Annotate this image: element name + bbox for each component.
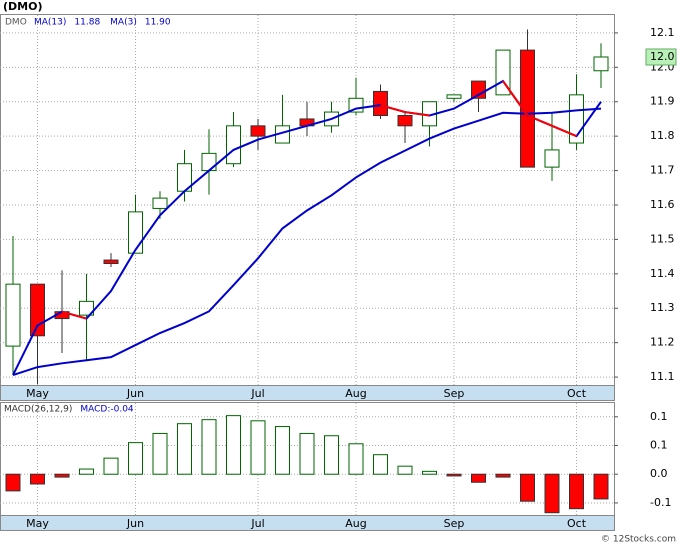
ma-line-down (527, 114, 553, 127)
y-tick-label: 11.8 (650, 129, 675, 142)
candle-body (520, 49, 535, 168)
candle-body (226, 125, 241, 165)
bar (152, 432, 168, 475)
candle-body (152, 197, 168, 209)
y-tick-label: 0.0 (650, 467, 668, 480)
panel-title: MACD(26,12,9) (4, 405, 72, 415)
legend-name: MA(3) (110, 18, 137, 28)
ma-line (12, 107, 602, 376)
y-tick-label: 11.4 (650, 267, 675, 280)
bar (226, 415, 241, 475)
bar (54, 473, 70, 478)
candle-body (201, 152, 217, 172)
candle-body (397, 115, 413, 127)
bar (275, 426, 290, 475)
candle-body (128, 211, 143, 254)
bar (177, 423, 192, 475)
ma-line-down (380, 104, 406, 114)
last-price-box (645, 48, 677, 66)
y-tick-label: 11.1 (650, 370, 675, 383)
bar (30, 473, 45, 485)
bar (397, 465, 413, 475)
y-tick-label: 11.2 (650, 336, 675, 349)
candle-body (30, 283, 45, 337)
y-tick-label: 11.6 (650, 198, 675, 211)
bar (373, 454, 388, 475)
y-tick-label: 11.5 (650, 232, 675, 245)
ma-line (12, 79, 602, 376)
x-tick-label: Sep (444, 517, 465, 530)
ma-line-down (61, 310, 87, 320)
bar (471, 473, 486, 483)
y-tick-label: 0.1 (650, 410, 668, 423)
candle-body (593, 56, 609, 72)
legend-symbol: DMO (5, 18, 27, 28)
x-tick-label: Oct (567, 517, 587, 530)
x-tick-label: Jul (250, 517, 264, 530)
y-tick-label: 12.1 (650, 26, 675, 39)
y-tick-label: 11.7 (650, 164, 675, 177)
x-tick-label: Aug (345, 387, 366, 400)
y-tick-label: 11.3 (650, 301, 675, 314)
legend-value: 11.88 (74, 18, 100, 28)
candle-body (446, 94, 462, 99)
bar (103, 457, 119, 475)
ma-line-down (404, 111, 430, 117)
bar (201, 419, 217, 475)
bar (348, 443, 364, 475)
candle-body (373, 90, 388, 117)
bar (250, 420, 266, 475)
candle-body (250, 125, 266, 137)
legend-value: 11.90 (145, 18, 171, 28)
bar (593, 473, 609, 500)
bar (520, 473, 535, 502)
legend-name: MA(13) (34, 18, 66, 28)
legend-value: -0.04 (110, 405, 134, 415)
x-axis-strip (0, 385, 615, 401)
bar (544, 473, 560, 514)
bar (446, 473, 462, 477)
candle-body (103, 259, 119, 265)
x-tick-label: Jun (126, 387, 144, 400)
bar (128, 442, 143, 475)
price-panel (0, 14, 615, 386)
bar (495, 473, 511, 478)
chart-title: (DMO) (3, 0, 42, 13)
bar (324, 435, 339, 475)
legend-name: MACD: (80, 405, 110, 415)
candle-body (79, 300, 94, 316)
last-price-label: 12.0 (650, 50, 675, 63)
x-tick-label: Jun (126, 517, 144, 530)
x-tick-label: Sep (444, 387, 465, 400)
x-tick-label: Aug (345, 517, 366, 530)
bar (5, 473, 21, 492)
bar (569, 473, 584, 510)
bar (79, 468, 94, 475)
bar (422, 470, 437, 475)
watermark: © 12Stocks.com (601, 535, 676, 545)
y-tick-label: 11.9 (650, 95, 675, 108)
y-tick-label: 0.1 (650, 439, 668, 452)
candle-body (544, 149, 560, 168)
x-tick-label: Oct (567, 387, 587, 400)
ma-line-down (551, 124, 577, 138)
candle-body (5, 283, 21, 347)
bar (299, 432, 315, 475)
x-axis-strip (0, 515, 615, 531)
x-tick-label: Jul (250, 387, 264, 400)
ma-line-down (502, 80, 529, 117)
x-tick-label: May (26, 517, 49, 530)
x-tick-label: May (26, 387, 49, 400)
y-tick-label: -0.1 (650, 496, 671, 509)
